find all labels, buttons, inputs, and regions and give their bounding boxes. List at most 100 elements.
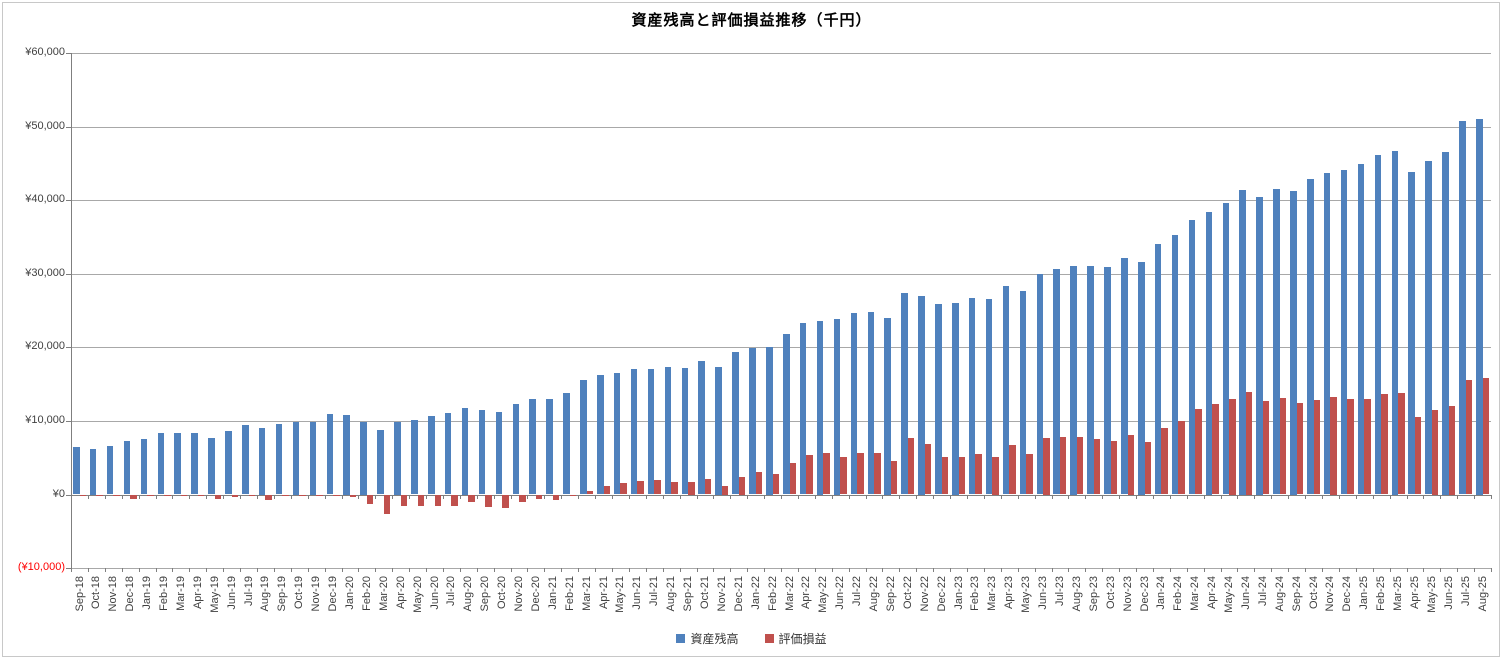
- bar-gain-loss: [654, 479, 661, 495]
- y-axis-label: ¥40,000: [25, 193, 65, 206]
- x-axis-tick: [1406, 568, 1408, 573]
- x-axis-tick: [679, 494, 681, 499]
- x-axis-label-text: Dec-23: [1138, 576, 1151, 612]
- bar-gain-loss: [502, 494, 509, 509]
- x-axis-tick: [307, 568, 309, 573]
- x-axis-tick: [1440, 568, 1442, 573]
- bar-gain-loss: [400, 494, 408, 507]
- bar-gain-loss: [316, 494, 323, 496]
- x-axis-tick: [1085, 494, 1087, 499]
- x-axis-label: Oct-19: [293, 543, 305, 609]
- x-axis-label-text: Apr-25: [1408, 576, 1421, 610]
- x-axis-label-text: Jul-24: [1256, 576, 1269, 606]
- x-axis-tick: [409, 568, 411, 573]
- x-axis-tick: [1271, 568, 1273, 573]
- x-axis-label-text: Mar-21: [580, 576, 593, 611]
- bar-gain-loss: [772, 474, 779, 495]
- x-axis-tick: [1338, 494, 1340, 499]
- x-axis-tick: [1491, 494, 1492, 499]
- x-axis-tick: [155, 494, 157, 499]
- bar-gain-loss: [1431, 409, 1439, 495]
- x-axis-tick: [1372, 494, 1374, 499]
- x-axis-label: Mar-20: [378, 541, 390, 611]
- x-axis-tick: [442, 568, 444, 573]
- bar-assets: [1442, 152, 1449, 495]
- x-axis-label: Feb-20: [361, 541, 373, 611]
- x-axis-tick: [307, 494, 309, 499]
- x-axis-tick: [1389, 494, 1391, 499]
- x-axis-label: May-24: [1223, 539, 1235, 613]
- bar-assets: [681, 368, 688, 495]
- bar-gain-loss: [840, 456, 847, 495]
- x-axis-tick: [459, 568, 461, 573]
- x-axis-label-text: Aug-24: [1273, 576, 1286, 612]
- x-axis-label-text: Mar-23: [986, 576, 999, 611]
- x-axis-label: Aug-24: [1274, 541, 1286, 611]
- bar-assets: [1188, 219, 1196, 495]
- bar-gain-loss: [738, 476, 746, 495]
- x-axis-label: Mar-19: [175, 541, 187, 611]
- x-axis-tick: [290, 568, 292, 573]
- x-axis-label: Mar-23: [986, 541, 998, 611]
- x-axis-tick: [612, 568, 613, 573]
- x-axis-tick: [476, 568, 478, 573]
- x-axis-label: Dec-24: [1341, 541, 1353, 611]
- bar-gain-loss: [1127, 434, 1134, 495]
- x-axis-tick: [882, 568, 884, 573]
- bar-assets: [580, 379, 587, 495]
- x-axis-label-text: Aug-23: [1070, 576, 1083, 612]
- x-axis-tick: [1474, 494, 1476, 499]
- x-axis-tick: [933, 494, 935, 499]
- x-axis-label: Apr-19: [192, 543, 204, 609]
- x-axis-tick: [747, 494, 749, 499]
- x-axis-tick: [71, 494, 72, 499]
- x-axis-label-text: Feb-25: [1375, 576, 1388, 611]
- bar-gain-loss: [924, 444, 932, 495]
- x-axis-label-text: Oct-24: [1307, 576, 1320, 610]
- bar-assets: [326, 414, 333, 495]
- x-axis-label-text: Jul-19: [242, 576, 255, 606]
- bar-assets: [1273, 188, 1280, 495]
- x-axis-tick: [1152, 494, 1154, 499]
- x-axis-tick: [713, 494, 715, 499]
- bar-assets: [1290, 191, 1297, 495]
- x-axis-tick: [324, 568, 326, 573]
- x-axis-label-text: Jul-22: [851, 576, 864, 606]
- legend: 資産残高 評価損益: [0, 629, 1503, 647]
- bar-assets: [360, 422, 367, 495]
- bar-gain-loss: [823, 453, 830, 495]
- x-axis-tick: [1355, 494, 1357, 499]
- x-axis-tick: [561, 568, 563, 573]
- y-axis-label: ¥10,000: [25, 413, 65, 426]
- x-axis-label: Sep-22: [885, 541, 897, 611]
- x-axis-label-text: Aug-20: [462, 576, 475, 612]
- x-axis-tick: [493, 568, 495, 573]
- x-axis-tick: [121, 568, 123, 573]
- bar-gain-loss: [248, 494, 255, 497]
- x-axis-tick: [1237, 568, 1239, 573]
- x-axis-label-text: Apr-21: [597, 576, 610, 610]
- x-axis-tick: [409, 494, 411, 499]
- bar-assets: [309, 422, 317, 495]
- bar-gain-loss: [299, 494, 306, 496]
- x-axis-label-text: Jan-22: [749, 576, 762, 610]
- legend-swatch: [764, 633, 774, 643]
- bar-gain-loss: [1347, 399, 1354, 495]
- bar-assets: [1391, 150, 1398, 495]
- x-axis-tick: [1017, 568, 1019, 573]
- x-axis-tick: [1491, 568, 1492, 573]
- x-axis-tick: [831, 494, 833, 499]
- x-axis-label: Feb-25: [1375, 541, 1387, 611]
- bar-gain-loss: [789, 463, 796, 495]
- bar-gain-loss: [992, 457, 999, 495]
- bar-assets: [985, 299, 993, 495]
- bar-gain-loss: [1144, 441, 1151, 495]
- x-axis-label-text: Sep-22: [884, 576, 897, 612]
- bar-gain-loss: [569, 494, 577, 497]
- bar-gain-loss: [214, 494, 222, 499]
- bar-gain-loss: [197, 494, 205, 496]
- bar-gain-loss: [1330, 397, 1337, 495]
- bar-gain-loss: [671, 481, 678, 495]
- x-axis-tick: [730, 494, 732, 499]
- x-axis-tick: [324, 494, 326, 499]
